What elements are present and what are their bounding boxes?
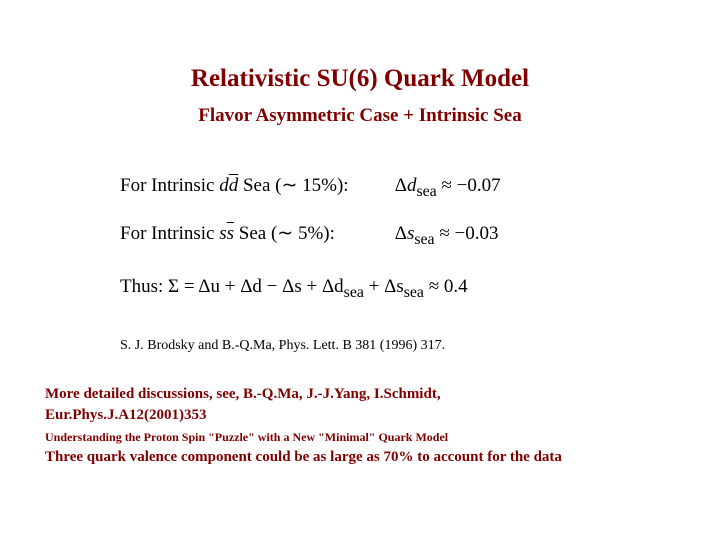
discussion-line2: Eur.Phys.J.A12(2001)353 xyxy=(45,407,207,423)
eq1-sub: sea xyxy=(416,183,436,200)
sum-suffix: ≈ 0.4 xyxy=(424,276,468,297)
sum-mid: + Δs xyxy=(364,276,404,297)
footnote-puzzle: Understanding the Proton Spin "Puzzle" w… xyxy=(45,430,690,445)
eq1-label: For Intrinsic dd Sea (∼ 15%): xyxy=(120,167,390,205)
eq1-value: Δdsea ≈ −0.07 xyxy=(395,167,501,207)
equation-line-2: For Intrinsic ss Sea (∼ 5%): Δssea ≈ −0.… xyxy=(120,215,690,255)
footnote-valence: Three quark valence component could be a… xyxy=(45,449,690,466)
discussion-block: More detailed discussions, see, B.-Q.Ma,… xyxy=(45,384,675,426)
eq2-delta: Δ xyxy=(395,223,407,244)
equations-block: For Intrinsic dd Sea (∼ 15%): Δdsea ≈ −0… xyxy=(120,167,690,308)
sum-sub1: sea xyxy=(344,284,364,301)
eq1-delta: Δ xyxy=(395,175,407,196)
equation-summary: Thus: Σ = Δu + Δd − Δs + Δdsea + Δssea ≈… xyxy=(120,268,690,308)
eq1-num: −0.07 xyxy=(457,175,501,196)
eq2-label: For Intrinsic ss Sea (∼ 5%): xyxy=(120,215,390,253)
discussion-line1: More detailed discussions, see, B.-Q.Ma,… xyxy=(45,386,441,402)
equation-line-1: For Intrinsic dd Sea (∼ 15%): Δdsea ≈ −0… xyxy=(120,167,690,207)
eq2-value: Δssea ≈ −0.03 xyxy=(395,215,499,255)
slide-title: Relativistic SU(6) Quark Model xyxy=(30,65,690,93)
eq1-q1: d xyxy=(219,175,229,196)
eq2-q2: s xyxy=(227,223,234,244)
eq2-sub: sea xyxy=(414,231,434,248)
eq1-suffix: Sea (∼ 15%): xyxy=(238,175,348,196)
eq2-num: −0.03 xyxy=(455,223,499,244)
eq2-rel: ≈ xyxy=(435,223,455,244)
eq2-q1: s xyxy=(219,223,226,244)
eq1-prefix: For Intrinsic xyxy=(120,175,219,196)
sum-prefix: Thus: Σ = Δu + Δd − Δs + Δd xyxy=(120,276,344,297)
slide-subtitle: Flavor Asymmetric Case + Intrinsic Sea xyxy=(30,105,690,127)
slide-container: Relativistic SU(6) Quark Model Flavor As… xyxy=(0,0,720,540)
eq1-q2: d xyxy=(229,175,239,196)
reference-brodsky: S. J. Brodsky and B.-Q.Ma, Phys. Lett. B… xyxy=(120,338,690,354)
eq1-rel: ≈ xyxy=(437,175,457,196)
eq2-prefix: For Intrinsic xyxy=(120,223,219,244)
sum-sub2: sea xyxy=(404,284,424,301)
eq2-suffix: Sea (∼ 5%): xyxy=(234,223,335,244)
